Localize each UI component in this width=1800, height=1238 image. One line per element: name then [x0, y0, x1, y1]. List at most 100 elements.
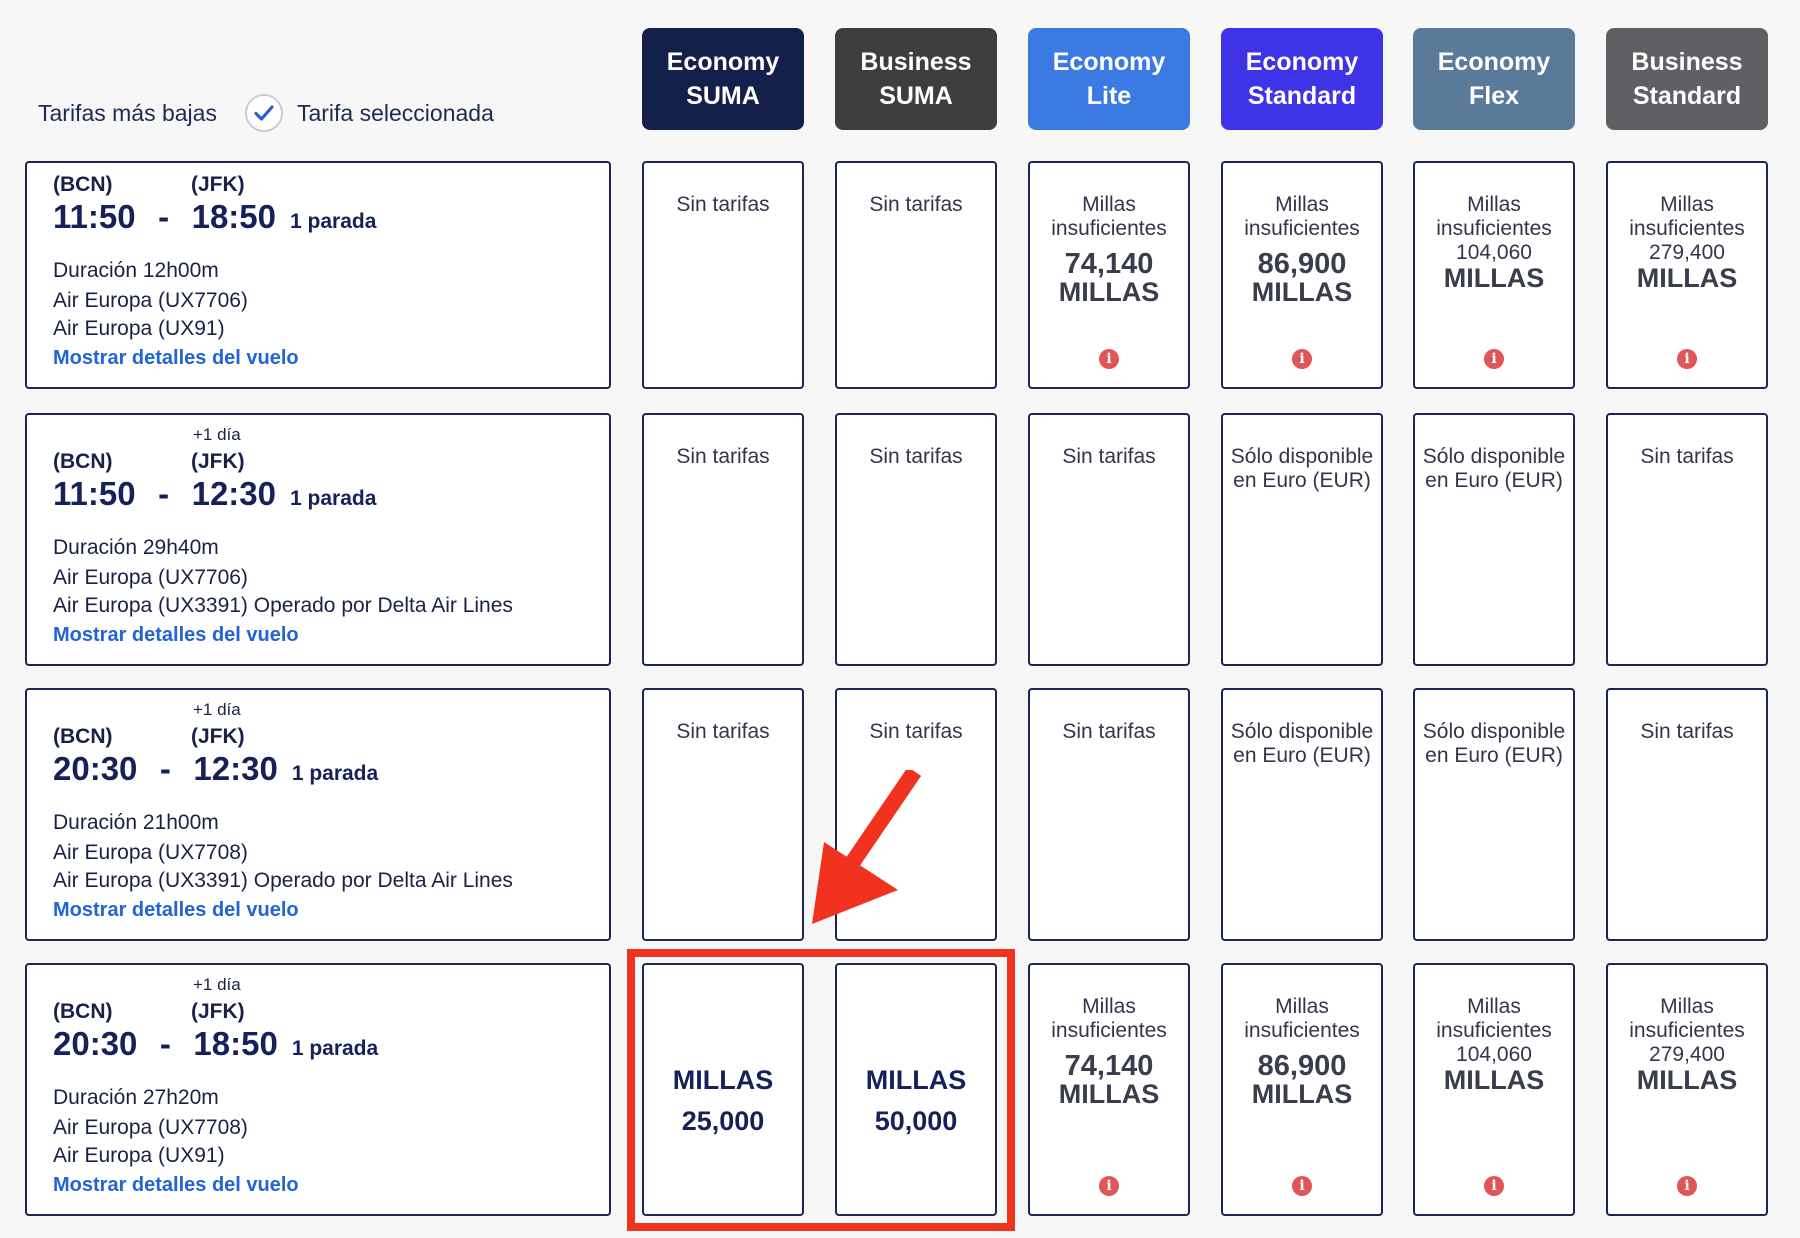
flight-segment: Air Europa (UX91) — [53, 317, 225, 340]
insufficient-line2: insuficientes — [1629, 1019, 1745, 1042]
airport-codes: (BCN) (JFK) — [53, 1000, 245, 1024]
miles-unit: MILLAS — [1636, 263, 1738, 293]
fare-cell[interactable]: Millas insuficientes 74,140 MILLAS i — [1028, 963, 1190, 1216]
fare-legend: Tarifas más bajas Tarifa seleccionada — [38, 94, 494, 132]
fare-cell[interactable]: MILLAS 50,000 — [835, 963, 997, 1216]
fare-cell[interactable]: MILLAS 25,000 — [642, 963, 804, 1216]
flight-segment: Air Europa (UX7708) — [53, 841, 248, 864]
flight-details-link[interactable]: Mostrar detalles del vuelo — [53, 624, 299, 646]
info-icon[interactable]: i — [1292, 1176, 1312, 1196]
fare-column-header: Economy SUMA — [642, 28, 804, 130]
flight-card: +1 día (BCN) (JFK) 11:50-12:30 1 parada Durac… — [25, 413, 611, 666]
info-icon[interactable]: i — [1484, 1176, 1504, 1196]
fare-cell[interactable]: Millas insuficientes 279,400 MILLAS i — [1606, 161, 1768, 389]
info-icon[interactable]: i — [1099, 349, 1119, 369]
euro-only-line1: Sólo disponible — [1422, 445, 1566, 468]
duration-label: Duración 27h20m — [53, 1086, 219, 1109]
euro-only-label: Sólo disponible en Euro (EUR) — [1223, 720, 1381, 768]
insufficient-line1: Millas — [1275, 193, 1329, 216]
fare-cell[interactable]: Millas insuficientes 104,060 MILLAS i — [1413, 963, 1575, 1216]
check-icon — [244, 94, 283, 132]
plus-day-label: +1 día — [193, 700, 241, 719]
insufficient-line2: insuficientes — [1051, 217, 1167, 240]
fare-column-name: Economy — [1437, 48, 1551, 76]
fare-column-header: Business Standard — [1606, 28, 1768, 130]
miles-unit: MILLAS — [1636, 1065, 1738, 1095]
insufficient-miles-label: Millas insuficientes — [1608, 995, 1766, 1043]
flight-times: 20:30-18:50 1 parada — [53, 1025, 378, 1063]
fare-column-header: Economy Standard — [1221, 28, 1383, 130]
miles-amount: 104,060 — [1456, 241, 1532, 264]
fare-cell[interactable]: Millas insuficientes 86,900 MILLAS i — [1221, 963, 1383, 1216]
insufficient-line1: Millas — [1082, 193, 1136, 216]
airport-codes: (BCN) (JFK) — [53, 173, 245, 197]
arrival-time: 18:50 — [193, 1025, 278, 1062]
fare-cell: Sin tarifas — [1606, 413, 1768, 666]
insufficient-line2: insuficientes — [1051, 1019, 1167, 1042]
stops-label: 1 parada — [290, 487, 377, 510]
fare-column-subname: Standard — [1247, 82, 1357, 110]
no-fares-label: Sin tarifas — [676, 445, 770, 468]
euro-only-line2: en Euro (EUR) — [1425, 744, 1563, 767]
fare-column-subname: Standard — [1632, 82, 1742, 110]
fare-cell[interactable]: Millas insuficientes 279,400 MILLAS i — [1606, 963, 1768, 1216]
insufficient-line1: Millas — [1467, 193, 1521, 216]
info-icon[interactable]: i — [1677, 349, 1697, 369]
miles-amount: 50,000 — [874, 1106, 958, 1136]
flight-segment: Air Europa (UX3391) Operado por Delta Ai… — [53, 869, 513, 892]
fare-cell: Sin tarifas — [1606, 688, 1768, 941]
fare-cell: Sin tarifas — [642, 161, 804, 389]
fare-cell[interactable]: Millas insuficientes 86,900 MILLAS i — [1221, 161, 1383, 389]
fare-column-name: Economy — [1245, 48, 1359, 76]
miles-amount: 74,140 — [1064, 1050, 1154, 1082]
fare-cell: Sin tarifas — [835, 161, 997, 389]
no-fares-label: Sin tarifas — [1062, 445, 1156, 468]
destination-code: (JFK) — [191, 450, 245, 473]
insufficient-miles-label: Millas insuficientes — [1030, 995, 1188, 1043]
miles-unit: MILLAS — [1443, 1065, 1545, 1095]
euro-only-line1: Sólo disponible — [1422, 720, 1566, 743]
miles-amount: 74,140 — [1064, 248, 1154, 280]
stops-label: 1 parada — [290, 210, 377, 233]
fare-cell: Sólo disponible en Euro (EUR) — [1221, 688, 1383, 941]
arrival-time: 12:30 — [191, 475, 276, 512]
departure-time: 20:30 — [53, 1025, 138, 1062]
euro-only-line1: Sólo disponible — [1230, 720, 1374, 743]
no-fares-label: Sin tarifas — [869, 445, 963, 468]
info-icon[interactable]: i — [1677, 1176, 1697, 1196]
time-separator: - — [159, 750, 171, 787]
stops-label: 1 parada — [291, 762, 379, 785]
origin-code: (BCN) — [53, 173, 113, 196]
fare-column-name: Business — [860, 48, 972, 76]
info-icon[interactable]: i — [1099, 1176, 1119, 1196]
flight-details-link[interactable]: Mostrar detalles del vuelo — [53, 347, 299, 369]
duration-label: Duración 21h00m — [53, 811, 219, 834]
miles-unit: MILLAS — [865, 1065, 967, 1095]
flight-details-link[interactable]: Mostrar detalles del vuelo — [53, 899, 299, 921]
duration-label: Duración 29h40m — [53, 536, 219, 559]
insufficient-miles-label: Millas insuficientes — [1223, 193, 1381, 241]
euro-only-label: Sólo disponible en Euro (EUR) — [1415, 445, 1573, 493]
fare-cell: Sólo disponible en Euro (EUR) — [1413, 688, 1575, 941]
insufficient-miles-label: Millas insuficientes — [1030, 193, 1188, 241]
departure-time: 20:30 — [53, 750, 138, 787]
no-fares-label: Sin tarifas — [676, 193, 770, 216]
no-fares-label: Sin tarifas — [869, 193, 963, 216]
destination-code: (JFK) — [191, 725, 245, 748]
insufficient-line2: insuficientes — [1629, 217, 1745, 240]
flight-details-link[interactable]: Mostrar detalles del vuelo — [53, 1174, 299, 1196]
flight-times: 20:30-12:30 1 parada — [53, 750, 378, 788]
euro-only-label: Sólo disponible en Euro (EUR) — [1415, 720, 1573, 768]
info-icon[interactable]: i — [1292, 349, 1312, 369]
selected-fare-label: Tarifa seleccionada — [296, 99, 494, 126]
fare-column-name: Economy — [666, 48, 780, 76]
fare-column-name: Economy — [1052, 48, 1166, 76]
origin-code: (BCN) — [53, 1000, 113, 1023]
flight-card: (BCN) (JFK) 11:50-18:50 1 parada Duración 12… — [25, 161, 611, 389]
euro-only-line2: en Euro (EUR) — [1233, 469, 1371, 492]
airport-codes: (BCN) (JFK) — [53, 450, 245, 474]
fare-cell[interactable]: Millas insuficientes 74,140 MILLAS i — [1028, 161, 1190, 389]
insufficient-miles-label: Millas insuficientes — [1608, 193, 1766, 241]
fare-cell[interactable]: Millas insuficientes 104,060 MILLAS i — [1413, 161, 1575, 389]
info-icon[interactable]: i — [1484, 349, 1504, 369]
